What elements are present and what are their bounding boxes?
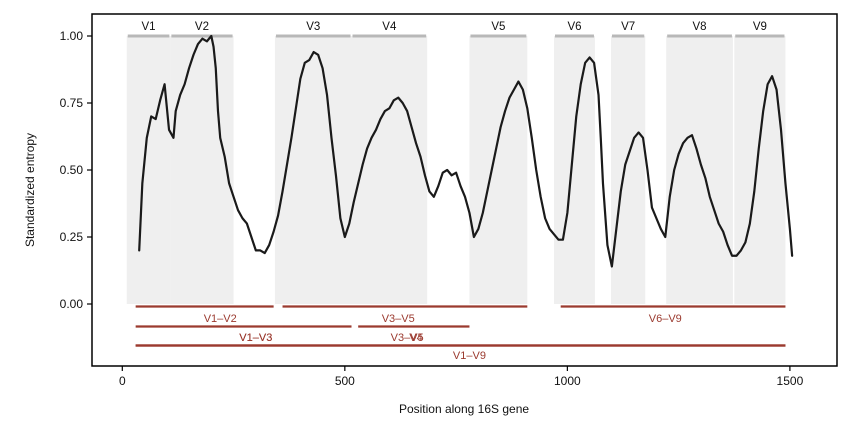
region-label-v9: V9	[753, 21, 767, 33]
region-label-v2: V2	[195, 21, 209, 33]
region-shade-v6	[554, 36, 595, 304]
region-label-v4: V4	[382, 21, 397, 33]
y-tick-label: 1.00	[60, 29, 84, 43]
region-shade-v1	[126, 36, 171, 304]
region-shade-v5	[469, 36, 528, 304]
region-shade-v2	[170, 36, 234, 304]
region-shade-v8	[666, 36, 733, 304]
region-label-v1: V1	[142, 21, 156, 33]
y-tick-label: 0.25	[60, 230, 84, 244]
amplicon-label-v1-v3: V1–V3	[239, 332, 272, 344]
region-shade-v9	[734, 36, 786, 304]
x-axis-title: Position along 16S gene	[399, 402, 529, 416]
region-label-v7: V7	[621, 21, 635, 33]
plot-frame	[91, 13, 838, 367]
region-label-v6: V6	[567, 21, 581, 33]
amplicon-label-v6-v9: V6–V9	[649, 313, 682, 325]
x-tick-label: 1000	[554, 374, 581, 388]
x-axis: 0 500 1000 1500	[119, 366, 804, 388]
y-axis-title: Standardized entropy	[23, 133, 37, 247]
region-label-v8: V8	[693, 21, 707, 33]
y-axis: 0.00 0.25 0.50 0.75 1.00	[60, 29, 92, 311]
variable-region-shading	[126, 36, 786, 304]
entropy-series-line	[138, 34, 794, 268]
x-tick-label: 1500	[777, 374, 804, 388]
amplicon-label-v4: V4	[409, 332, 422, 344]
x-tick-label: 500	[335, 374, 355, 388]
amplicon-label-v1-v9: V1–V9	[453, 350, 486, 362]
y-tick-label: 0.75	[60, 96, 84, 110]
amplicon-label-v1-v3: V1–V3	[239, 332, 272, 344]
amplicon-label-v3-v5: V3–V5	[382, 313, 415, 325]
region-label-v5: V5	[491, 21, 505, 33]
amplicon-lines	[135, 305, 786, 347]
y-tick-label: 0.00	[60, 297, 84, 311]
y-tick-label: 0.50	[60, 163, 84, 177]
amplicon-label-v3-v5: V3–V5	[391, 332, 424, 344]
region-shade-v3	[274, 36, 352, 304]
variable-region-labels: V1 V2 V3 V4 V5 V6 V7 V8 V9	[142, 21, 767, 33]
x-tick-label: 0	[119, 374, 126, 388]
region-shade-v4	[351, 36, 428, 304]
region-label-v3: V3	[306, 21, 320, 33]
region-shade-v7	[610, 36, 646, 304]
amplicon-label-v1-v2: V1–V2	[204, 313, 237, 325]
